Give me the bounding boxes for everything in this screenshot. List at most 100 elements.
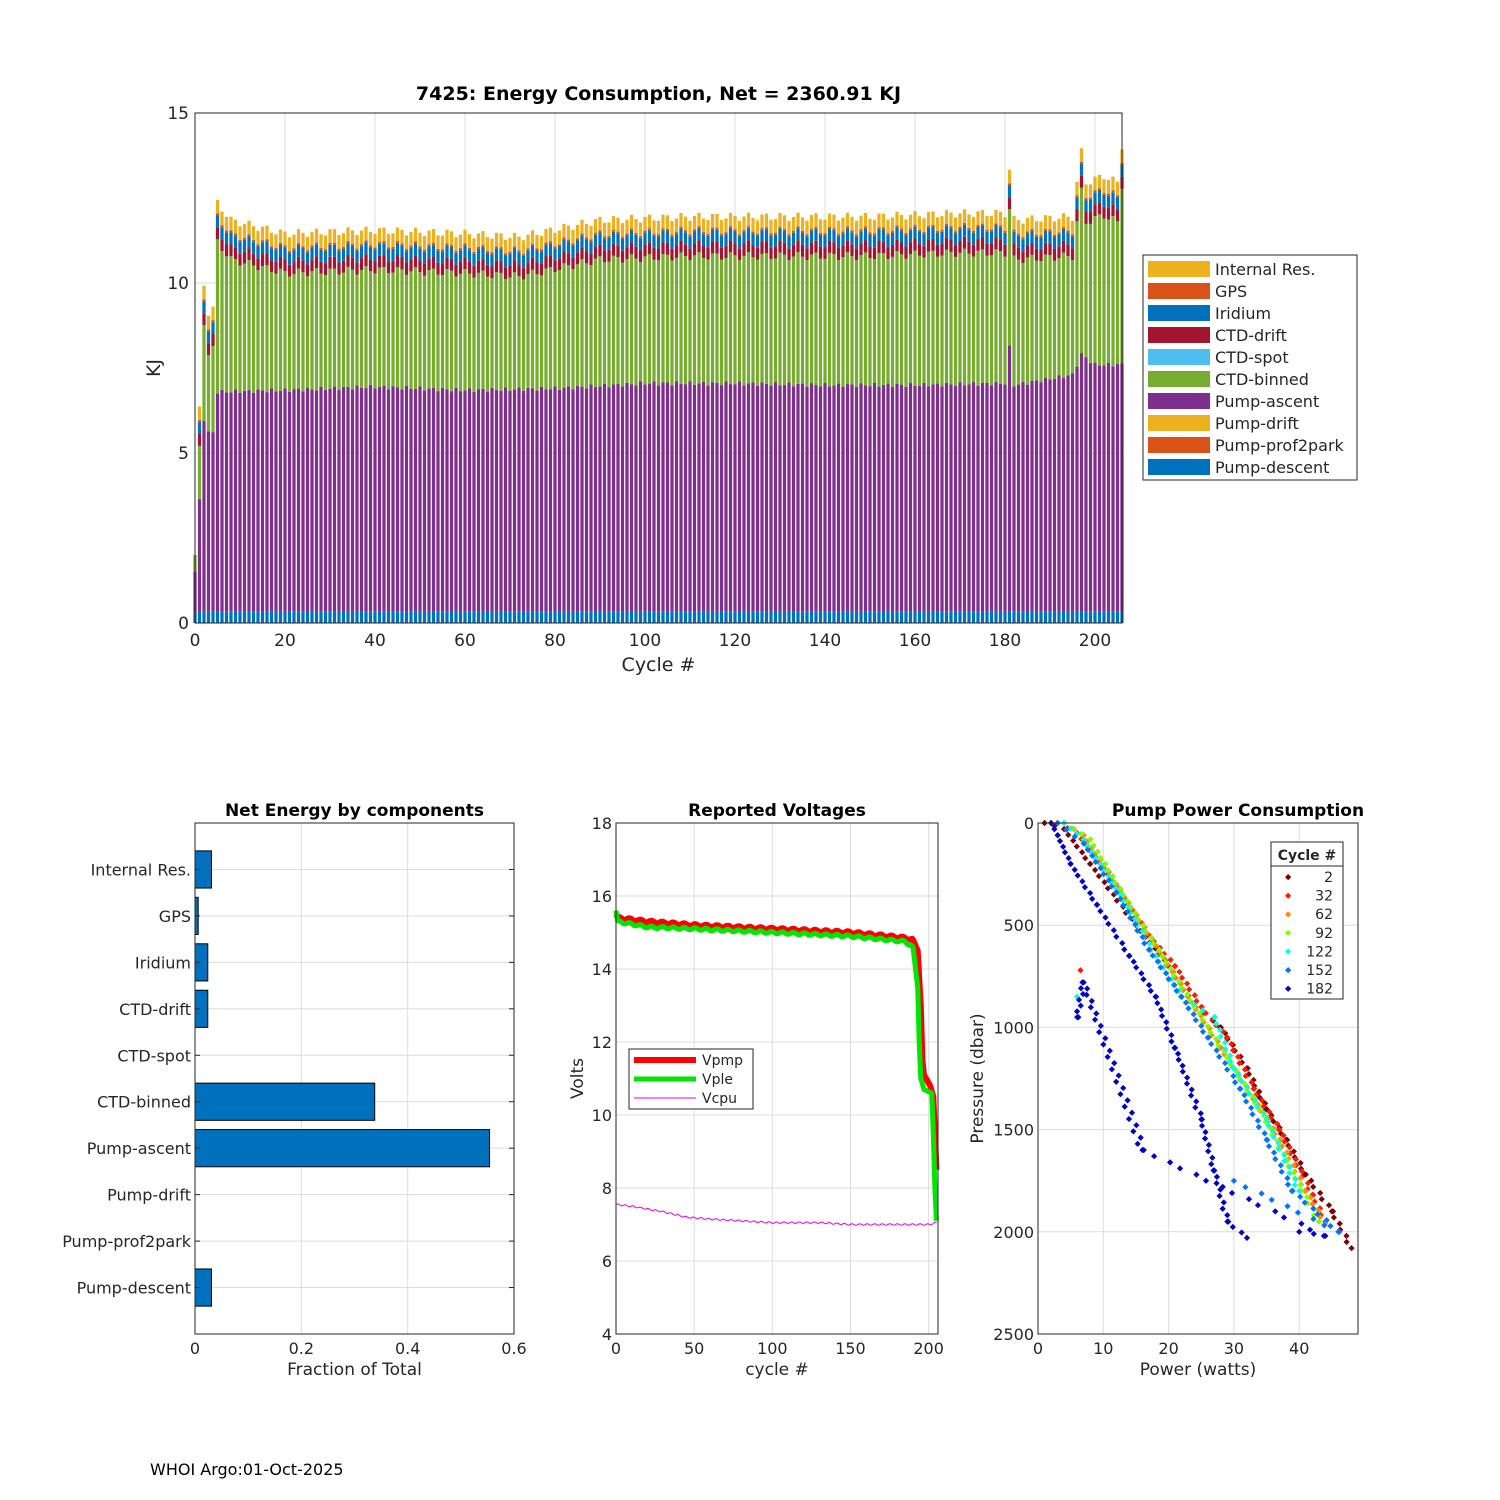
energy-bar-109-ctd-binned: [683, 256, 688, 385]
energy-bar-172-pump-descent: [967, 611, 971, 623]
energy-bar-167-ctd-drift: [944, 237, 949, 250]
energy-bar-111-iridium: [692, 231, 697, 244]
energy-bar-179-pump-ascent: [998, 383, 1003, 612]
energy-bar-132-iridium: [787, 236, 791, 249]
energy-bar-109-iridium: [683, 232, 688, 245]
energy-bar-35-gps: [350, 243, 355, 247]
pump-point-cycle-182: [1120, 1084, 1127, 1092]
energy-bar-148-internal-res-: [859, 215, 863, 230]
energy-bar-9-iridium: [233, 235, 238, 248]
energy-bar-61-ctd-drift: [467, 261, 472, 274]
voltages-title: Reported Voltages: [688, 801, 866, 821]
energy-bar-168-pump-descent: [949, 611, 953, 623]
energy-bar-98-ctd-drift: [634, 246, 638, 259]
energy-bar-123-iridium: [746, 228, 751, 241]
energy-bar-1-ctd-binned: [197, 445, 202, 500]
energy-bar-118-ctd-drift: [724, 246, 728, 258]
energy-bar-56-ctd-binned: [445, 269, 449, 390]
energy-bar-159-iridium: [908, 230, 913, 243]
energy-bar-10-ctd-binned: [238, 265, 242, 393]
energy-bar-58-ctd-drift: [454, 264, 458, 277]
energy-bar-12-gps: [247, 234, 251, 237]
energy-ytick: 15: [167, 104, 189, 124]
energy-bar-191-gps: [1052, 235, 1057, 238]
energy-bar-32-iridium: [337, 250, 341, 263]
energy-bar-71-pump-ascent: [512, 389, 517, 612]
pump-point-cycle-152: [1323, 1216, 1330, 1224]
energy-bar-80-pump-ascent: [553, 386, 557, 612]
energy-bar-91-internal-res-: [602, 222, 607, 237]
energy-bar-3-iridium: [206, 331, 211, 344]
energy-bar-20-pump-ascent: [283, 388, 287, 612]
pump-point-cycle-152: [1284, 1175, 1291, 1182]
energy-bar-154-ctd-binned: [886, 258, 890, 384]
energy-bar-43-gps: [386, 247, 391, 250]
energy-bar-122-iridium: [742, 232, 746, 245]
energy-bar-166-internal-res-: [940, 216, 944, 230]
pump-point-cycle-182: [1087, 1004, 1094, 1011]
energy-bar-63-internal-res-: [476, 233, 481, 247]
energy-bar-155-internal-res-: [890, 217, 895, 232]
pump-point-cycle-152: [1182, 999, 1190, 1006]
pump-power-ytick: 500: [1003, 916, 1034, 935]
energy-bar-1-gps: [197, 420, 202, 423]
energy-bar-4-iridium: [211, 322, 215, 335]
energy-bar-185-internal-res-: [1025, 217, 1030, 232]
energy-bar-203-pump-descent: [1106, 611, 1111, 623]
energy-bar-182-iridium: [1012, 231, 1016, 244]
pump-point-cycle-2: [1336, 1220, 1343, 1227]
energy-bar-147-pump-ascent: [854, 386, 859, 612]
pump-point-cycle-182: [1151, 1153, 1158, 1160]
energy-bar-143-pump-descent: [836, 611, 841, 623]
energy-bar-27-pump-descent: [314, 611, 319, 623]
energy-bar-57-pump-descent: [449, 611, 454, 623]
energy-bar-47-ctd-drift: [404, 263, 409, 275]
energy-bar-45-ctd-drift: [395, 255, 400, 267]
energy-bar-101-ctd-drift: [647, 242, 652, 255]
energy-bar-139-gps: [818, 232, 823, 235]
energy-bar-96-pump-descent: [625, 611, 629, 623]
pump-point-cycle-92: [1304, 1193, 1311, 1201]
energy-bar-51-iridium: [422, 251, 427, 264]
energy-bar-34-pump-ascent: [346, 387, 350, 612]
energy-bar-55-ctd-drift: [440, 263, 445, 276]
energy-bar-158-pump-ascent: [904, 386, 908, 612]
energy-bar-59-iridium: [458, 250, 463, 263]
energy-bar-56-pump-descent: [445, 611, 449, 623]
energy-bar-9-gps: [233, 233, 238, 236]
pump-point-cycle-182: [1198, 1116, 1205, 1123]
energy-bar-186-pump-descent: [1030, 611, 1034, 623]
energy-bar-89-pump-descent: [593, 611, 598, 623]
energy-bar-157-pump-descent: [899, 611, 904, 623]
energy-bar-105-pump-ascent: [665, 382, 670, 612]
energy-bar-91-iridium: [602, 238, 607, 251]
pump-point-cycle-182: [1054, 832, 1061, 839]
energy-bar-155-pump-descent: [890, 611, 895, 623]
energy-bar-60-ctd-drift: [463, 257, 467, 270]
energy-bar-186-ctd-drift: [1030, 242, 1034, 255]
energy-bar-14-ctd-drift: [256, 258, 260, 271]
energy-bar-17-pump-ascent: [269, 388, 274, 612]
energy-bar-192-gps: [1057, 232, 1061, 235]
energy-bar-4-gps: [211, 320, 215, 323]
energy-bar-36-internal-res-: [355, 235, 359, 249]
energy-bar-11-internal-res-: [242, 224, 247, 238]
energy-bar-90-internal-res-: [598, 216, 602, 231]
energy-bar-157-iridium: [899, 230, 904, 243]
energy-bar-184-pump-descent: [1021, 611, 1025, 623]
energy-bar-121-pump-ascent: [737, 381, 742, 612]
energy-bar-99-pump-ascent: [638, 381, 643, 612]
energy-bar-138-ctd-drift: [814, 240, 818, 253]
energy-bar-50-gps: [418, 246, 422, 249]
energy-bar-49-gps: [413, 241, 418, 244]
energy-bar-120-pump-ascent: [733, 384, 737, 612]
energy-bar-46-ctd-drift: [400, 257, 404, 270]
energy-bar-193-internal-res-: [1061, 213, 1066, 227]
energy-bar-92-gps: [607, 235, 611, 238]
energy-bar-62-pump-descent: [472, 611, 476, 623]
energy-bar-7-pump-descent: [224, 611, 229, 623]
energy-bar-22-ctd-binned: [292, 274, 296, 390]
energy-bar-94-ctd-binned: [616, 257, 620, 384]
energy-bar-4-pump-ascent: [211, 432, 215, 612]
energy-bar-43-iridium: [386, 249, 391, 262]
